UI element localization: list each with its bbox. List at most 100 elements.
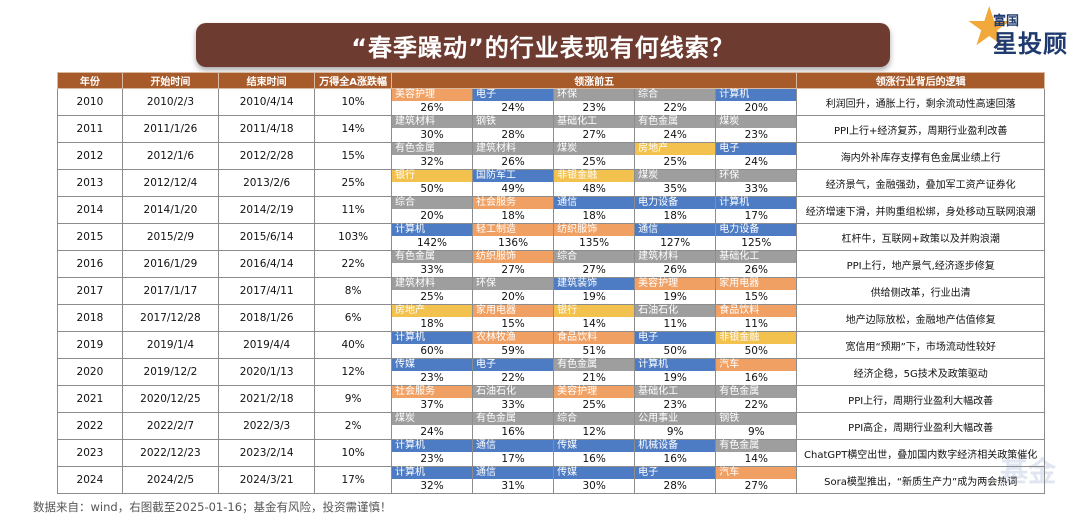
industry-return: 60%	[391, 344, 473, 358]
year-cell: 2024	[57, 466, 123, 494]
industry-return: 24%	[391, 425, 473, 439]
industry-return: 33%	[716, 182, 797, 196]
start-date-cell: 2010/2/3	[121, 88, 220, 116]
industry-cell: 煤炭 25%	[553, 142, 636, 170]
industry-name: 计算机	[635, 359, 716, 371]
industry-name: 汽车	[716, 467, 797, 479]
industry-cell: 电子 24%	[715, 142, 798, 170]
industry-return: 25%	[554, 155, 635, 169]
industry-cell: 农林牧渔 59%	[472, 331, 555, 359]
logic-cell: PPI高企，周期行业盈利大幅改善	[796, 412, 1045, 440]
industry-return: 20%	[716, 101, 797, 115]
industry-cell: 计算机 60%	[390, 331, 474, 359]
start-date-cell: 2015/2/9	[121, 223, 220, 251]
industry-cell: 电子 28%	[634, 466, 717, 494]
table-row: 2013 2012/12/4 2013/2/6 25% 银行 50% 国防军工 49% 非银金融…	[57, 169, 1045, 197]
industry-return: 17%	[473, 452, 554, 466]
industry-name: 钢铁	[716, 413, 797, 425]
industry-return: 26%	[473, 155, 554, 169]
industry-cell: 通信 18%	[553, 196, 636, 224]
end-date-cell: 2021/2/18	[218, 385, 316, 413]
industry-name: 有色金属	[391, 251, 473, 263]
table-row: 2020 2019/12/2 2020/1/13 12% 传媒 23% 电子 22% 有色金属 2…	[57, 358, 1045, 386]
industry-return: 24%	[473, 101, 554, 115]
industry-return: 32%	[391, 155, 473, 169]
industry-name: 煤炭	[635, 170, 716, 182]
start-date-cell: 2017/1/17	[121, 277, 220, 305]
industry-cell: 煤炭 24%	[390, 412, 474, 440]
industry-name: 石油石化	[635, 305, 716, 317]
industry-return: 136%	[473, 236, 554, 250]
industry-name: 有色金属	[391, 143, 473, 155]
industry-cell: 计算机 19%	[634, 358, 717, 386]
industry-cell: 食品饮料 11%	[715, 304, 798, 332]
market-change-cell: 103%	[314, 223, 392, 251]
end-date-cell: 2024/3/21	[218, 466, 316, 494]
year-cell: 2017	[57, 277, 123, 305]
industry-cell: 建筑材料 25%	[390, 277, 474, 305]
industry-name: 电子	[716, 143, 797, 155]
industry-name: 建筑材料	[473, 143, 554, 155]
header-start: 开始时间	[121, 72, 220, 89]
industry-cell: 家用电器 15%	[472, 304, 555, 332]
year-cell: 2019	[57, 331, 123, 359]
industry-return: 28%	[473, 128, 554, 142]
table-header-row: 年份 开始时间 结束时间 万得全A涨跌幅 领涨前五 领涨行业背后的逻辑	[57, 72, 1045, 89]
industry-return: 27%	[716, 479, 797, 493]
logo-line-1: 富国	[993, 14, 1020, 29]
industry-return: 31%	[473, 479, 554, 493]
industry-cell: 非银金融 48%	[553, 169, 636, 197]
industry-name: 家用电器	[473, 305, 554, 317]
industry-name: 建筑装饰	[554, 278, 635, 290]
industry-return: 27%	[554, 128, 635, 142]
industry-cell: 电力设备 18%	[634, 196, 717, 224]
industry-name: 计算机	[716, 89, 797, 101]
industry-return: 25%	[635, 155, 716, 169]
industry-return: 22%	[716, 398, 797, 412]
table-row: 2017 2017/1/17 2017/4/11 8% 建筑材料 25% 环保 20% 建筑装饰…	[57, 277, 1045, 305]
industry-name: 家用电器	[716, 278, 797, 290]
industry-name: 建筑材料	[635, 251, 716, 263]
logic-cell: 经济企稳，5G技术及政策驱动	[796, 358, 1045, 386]
start-date-cell: 2020/12/25	[121, 385, 220, 413]
industry-cell: 银行 14%	[553, 304, 636, 332]
industry-return: 127%	[635, 236, 716, 250]
year-cell: 2015	[57, 223, 123, 251]
header-top5: 领涨前五	[390, 72, 798, 89]
start-date-cell: 2022/12/23	[121, 439, 220, 467]
end-date-cell: 2023/2/14	[218, 439, 316, 467]
industry-name: 环保	[716, 170, 797, 182]
market-change-cell: 14%	[314, 115, 392, 143]
table-row: 2022 2022/2/7 2022/3/3 2% 煤炭 24% 有色金属 16% 综合 12% 公…	[57, 412, 1045, 440]
industry-name: 环保	[473, 278, 554, 290]
industry-name: 基础化工	[554, 116, 635, 128]
industry-return: 20%	[391, 209, 473, 223]
industry-name: 计算机	[391, 332, 473, 344]
industry-return: 18%	[554, 209, 635, 223]
industry-name: 社会服务	[473, 197, 554, 209]
industry-return: 16%	[635, 452, 716, 466]
year-cell: 2023	[57, 439, 123, 467]
industry-return: 27%	[473, 263, 554, 277]
industry-return: 35%	[635, 182, 716, 196]
industry-cell: 电子 50%	[634, 331, 717, 359]
industry-return: 50%	[391, 182, 473, 196]
industry-name: 计算机	[716, 197, 797, 209]
industry-name: 传媒	[554, 440, 635, 452]
header-year: 年份	[57, 72, 123, 89]
industry-name: 社会服务	[391, 386, 473, 398]
industry-return: 12%	[554, 425, 635, 439]
logic-cell: 杠杆牛，互联网+政策以及并购浪潮	[796, 223, 1045, 251]
industry-name: 通信	[473, 467, 554, 479]
industry-cell: 建筑材料 26%	[472, 142, 555, 170]
industry-cell: 电子 22%	[472, 358, 555, 386]
industry-cell: 传媒 16%	[553, 439, 636, 467]
industry-cell: 计算机 32%	[390, 466, 474, 494]
industry-cell: 通信 31%	[472, 466, 555, 494]
start-date-cell: 2011/1/26	[121, 115, 220, 143]
market-change-cell: 9%	[314, 385, 392, 413]
logic-cell: PPI上行+经济复苏，周期行业盈利改善	[796, 115, 1045, 143]
end-date-cell: 2010/4/14	[218, 88, 316, 116]
footer-note: 数据来自：wind，右图截至2025-01-16；基金有风险，投资需谨慎！	[33, 500, 392, 514]
industry-name: 电力设备	[635, 197, 716, 209]
